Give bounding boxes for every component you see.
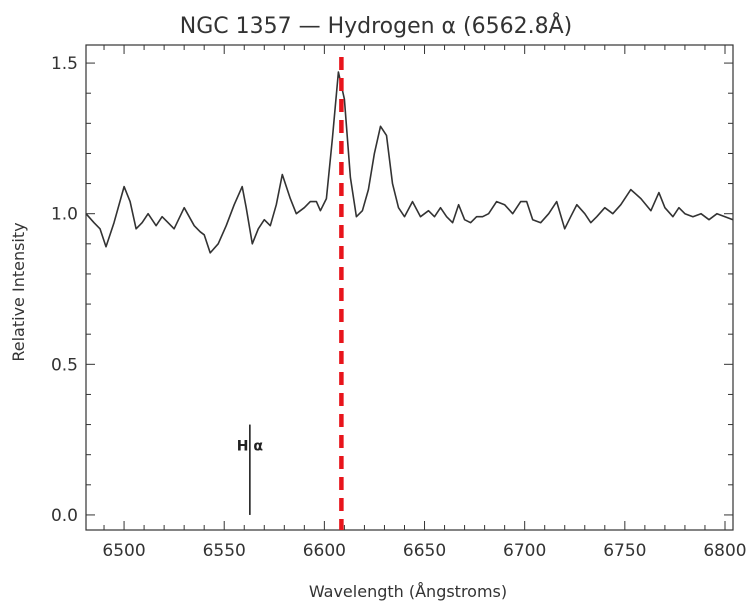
chart-title: NGC 1357 — Hydrogen α (6562.8Å): [180, 12, 573, 39]
y-axis-label: Relative Intensity: [9, 222, 28, 361]
y-tick-label: 1.5: [51, 54, 78, 74]
spectrum-line: [85, 71, 734, 254]
x-tick-label: 6750: [603, 541, 646, 561]
x-tick-label: 6500: [102, 541, 145, 561]
x-tick-label: 6800: [703, 541, 746, 561]
x-axis-label: Wavelength (Ångstroms): [309, 582, 507, 601]
plot-area: 6500 6550 6600 6650 6700 6750 6800 0.0 0.5 1.0 1.5…: [51, 44, 747, 561]
h-alpha-label: H α: [237, 439, 264, 455]
x-tick-label: 6650: [403, 541, 446, 561]
y-tick-label: 0.0: [51, 506, 78, 526]
y-tick-label: 1.0: [51, 205, 78, 225]
x-tick-label: 6550: [203, 541, 246, 561]
x-tick-label: 6600: [303, 541, 346, 561]
plot-frame: [85, 44, 734, 531]
y-tick-label: 0.5: [51, 355, 78, 375]
x-tick-label: 6700: [503, 541, 546, 561]
